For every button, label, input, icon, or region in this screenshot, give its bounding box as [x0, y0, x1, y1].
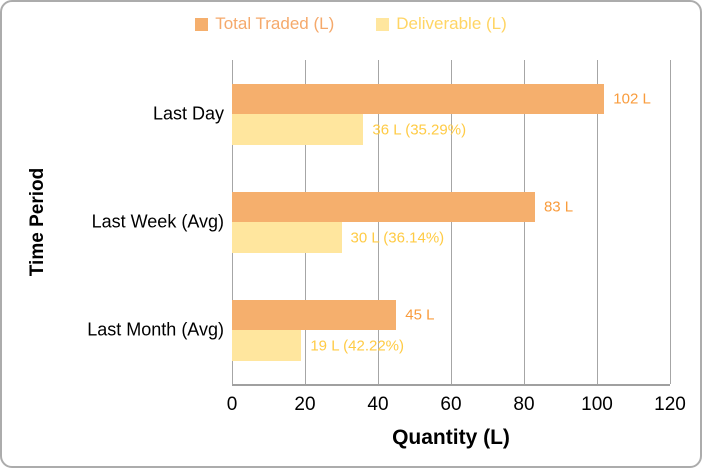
bar-value-label: 36 L (35.29%) [372, 121, 467, 138]
legend-label: Total Traded (L) [215, 14, 335, 33]
legend-item-deliverable: Deliverable (L) [376, 14, 507, 34]
legend: Total Traded (L) Deliverable (L) [2, 14, 700, 34]
x-tick-label: 20 [294, 394, 316, 415]
bar-value-label: 19 L (42.22%) [310, 337, 405, 354]
legend-item-total-traded: Total Traded (L) [195, 14, 334, 34]
gridline [669, 60, 671, 384]
bar-value-label: 45 L [405, 306, 435, 324]
legend-marker-icon [195, 17, 209, 31]
gridline [377, 60, 379, 384]
x-axis-title: Quantity (L) [392, 426, 510, 449]
legend-marker-icon [376, 17, 390, 31]
category-label: Last Week (Avg) [91, 211, 224, 232]
bar-deliverable: 19 L (42.22%) [232, 330, 404, 361]
x-tick-label: 60 [440, 394, 462, 415]
x-tick-label: 80 [513, 394, 535, 415]
bar-total-traded: 83 L [232, 192, 573, 222]
bar-value-label: 83 L [543, 198, 574, 216]
x-tick-label: 40 [367, 394, 389, 415]
bar-value-label: 30 L (36.14%) [350, 229, 445, 246]
bar-deliverable: 30 L (36.14%) [232, 222, 444, 253]
bar-value-label: 102 L [613, 90, 651, 108]
category-label: Last Day [152, 103, 224, 124]
bar-total-traded: 102 L [232, 84, 651, 114]
gridline [523, 60, 525, 384]
bar-total-traded: 45 L [232, 300, 434, 330]
bar-deliverable: 36 L (35.29%) [232, 114, 466, 145]
gridline [450, 60, 452, 384]
x-tick-label: 0 [226, 394, 238, 415]
x-tick-label: 100 [581, 394, 613, 415]
legend-label: Deliverable (L) [396, 14, 507, 33]
x-tick-label: 120 [654, 394, 686, 415]
gridline [596, 60, 598, 384]
category-label: Last Month (Avg) [87, 319, 224, 340]
